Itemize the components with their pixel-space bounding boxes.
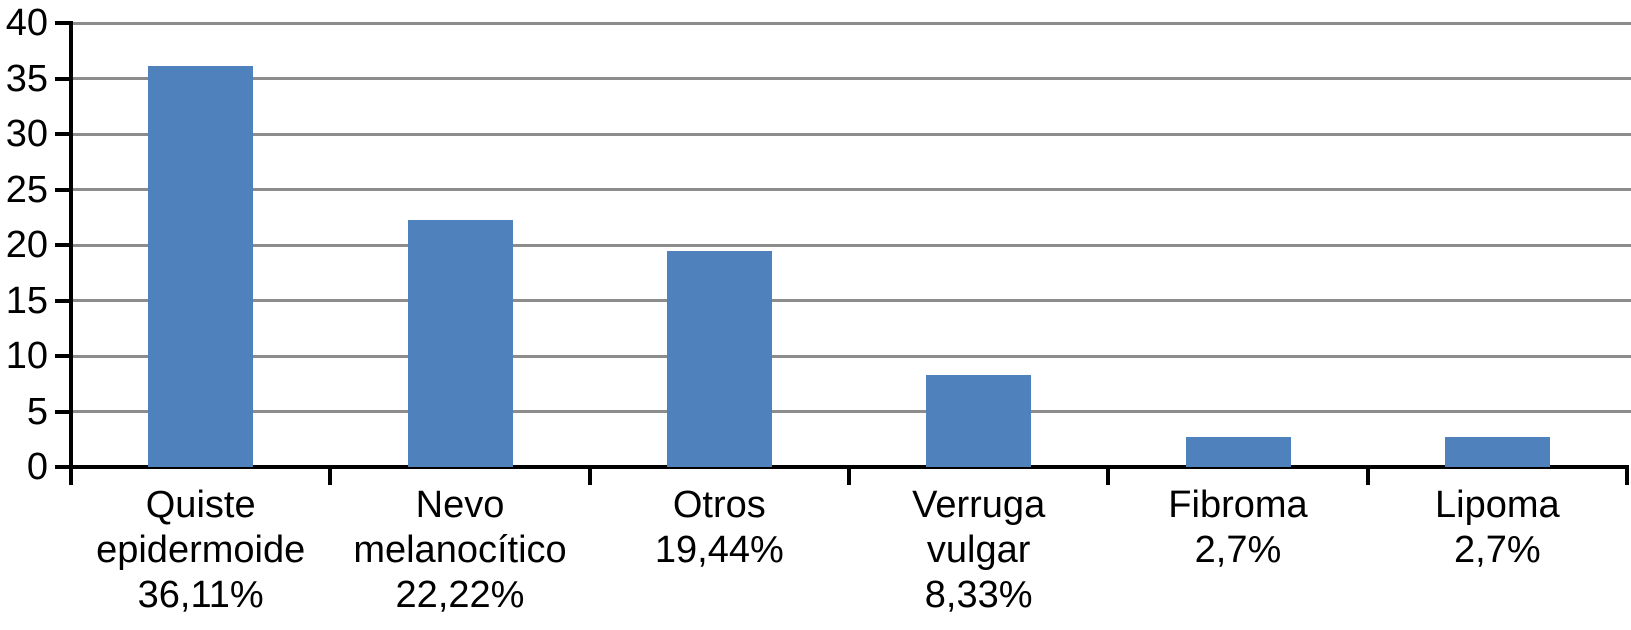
- gridline-40: [73, 21, 1631, 25]
- gridline-15: [73, 299, 1631, 302]
- category-label-fibroma: Fibroma 2,7%: [1108, 483, 1367, 573]
- gridline-5: [73, 410, 1631, 413]
- y-axis-tick-label: 20: [5, 224, 48, 266]
- y-axis-tick-label: 15: [5, 279, 48, 322]
- bar-lipoma: [1444, 437, 1550, 467]
- x-axis-tick-3: [847, 469, 851, 485]
- category-label-line: Quiste: [145, 484, 256, 526]
- x-axis-tick-4: [1106, 469, 1111, 485]
- category-label-line: Nevo: [415, 484, 505, 526]
- category-label-line: 22,22%: [395, 574, 525, 616]
- y-axis-tick-0: [55, 465, 71, 469]
- y-axis-tick-20: [55, 243, 71, 247]
- y-axis-tick-label: 5: [26, 390, 48, 433]
- category-label-verruga-vulgar: Verruga vulgar 8,33%: [849, 483, 1108, 618]
- category-label-line: Lipoma: [1435, 484, 1560, 526]
- x-axis-line: [69, 465, 1629, 469]
- category-label-line: epidermoide: [96, 529, 306, 571]
- y-axis-tick-40: [55, 21, 71, 25]
- y-axis-tick-35: [55, 76, 71, 81]
- gridline-10: [73, 354, 1631, 358]
- y-axis-tick-label: 25: [5, 168, 48, 211]
- category-label-line: melanocítico: [353, 529, 567, 571]
- category-label-line: 19,44%: [654, 529, 784, 571]
- y-axis-tick-10: [55, 354, 71, 358]
- bar-fibroma: [1185, 437, 1291, 467]
- x-axis-tick-2: [587, 469, 592, 485]
- x-axis-tick-0: [69, 469, 73, 485]
- y-axis-line: [69, 21, 73, 485]
- y-axis-tick-30: [55, 132, 71, 136]
- bar-verruga-vulgar: [926, 374, 1032, 467]
- category-label-nevo-melanocitico: Nevo melanocítico 22,22%: [330, 483, 589, 618]
- y-axis-tick-label: 30: [5, 113, 48, 155]
- category-label-line: 2,7%: [1194, 529, 1282, 571]
- y-axis-tick-label: 40: [5, 2, 48, 44]
- category-label-line: 2,7%: [1454, 529, 1541, 571]
- gridline-20: [73, 243, 1631, 247]
- gridline-35: [73, 77, 1631, 80]
- category-label-line: 8,33%: [924, 574, 1033, 616]
- y-axis-tick-15: [55, 298, 71, 303]
- y-axis-tick-5: [55, 409, 71, 414]
- category-label-line: Fibroma: [1168, 484, 1308, 526]
- y-axis-tick-25: [55, 187, 71, 192]
- category-label-line: Verruga: [912, 484, 1046, 526]
- category-label-quiste-epidermoide: Quiste epidermoide 36,11%: [71, 483, 330, 618]
- gridline-30: [73, 132, 1631, 136]
- bar-nevo-melanocitico: [407, 220, 513, 467]
- category-label-lipoma: Lipoma 2,7%: [1368, 483, 1627, 573]
- bar-quiste-epidermoide: [148, 66, 254, 467]
- category-label-otros: Otros 19,44%: [590, 483, 849, 573]
- category-label-line: vulgar: [926, 529, 1031, 571]
- x-axis-tick-5: [1365, 469, 1370, 485]
- bar-otros: [666, 251, 772, 467]
- x-axis-tick-1: [328, 469, 333, 485]
- y-axis-tick-label: 10: [5, 335, 48, 377]
- category-label-line: Otros: [672, 484, 766, 526]
- y-axis-tick-label: 35: [5, 57, 48, 100]
- x-axis-tick-6: [1625, 469, 1629, 485]
- gridline-25: [73, 188, 1631, 191]
- y-axis-tick-label: 0: [26, 446, 48, 488]
- category-label-line: 36,11%: [137, 574, 264, 616]
